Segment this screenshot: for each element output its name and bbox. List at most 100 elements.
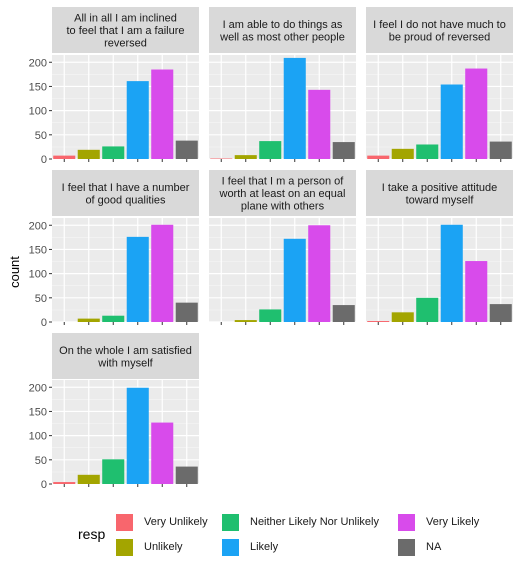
legend: resp Very Unlikely Unlikely Neither Likely… — [78, 508, 518, 560]
bar-likely — [126, 236, 149, 322]
facet-title: plane with others — [241, 201, 325, 213]
bar-na — [332, 142, 355, 159]
facet-title: reversed — [104, 38, 147, 50]
bar-likely — [126, 387, 149, 484]
y-tick-label: 50 — [35, 455, 47, 467]
facet-strip — [209, 7, 356, 53]
y-tick-label: 0 — [41, 479, 47, 491]
legend-item: NA — [398, 537, 441, 557]
facet-strip — [52, 7, 199, 53]
y-tick-label: 100 — [29, 431, 47, 443]
bar-na — [489, 141, 512, 159]
bar-very-likely — [465, 68, 488, 159]
bar-very-likely — [308, 225, 331, 322]
bar-neither-likely-nor-unlikely — [102, 146, 125, 159]
y-axis-title: count — [7, 256, 22, 288]
bar-likely — [126, 81, 149, 159]
facet-strip — [52, 170, 199, 216]
bar-unlikely — [234, 155, 257, 159]
y-tick-label: 200 — [29, 382, 47, 394]
bar-very-likely — [465, 261, 488, 322]
panel-background — [52, 55, 199, 159]
facet-title: All in all I am inclined — [74, 13, 177, 25]
legend-label: NA — [426, 541, 442, 553]
bar-unlikely — [77, 318, 100, 322]
panel-background — [209, 55, 356, 159]
legend-label: Neither Likely Nor Unlikely — [250, 516, 379, 528]
legend-title: resp — [78, 526, 106, 542]
panel-background — [366, 55, 513, 159]
facet-title: I feel that I have a number — [62, 182, 190, 194]
bar-neither-likely-nor-unlikely — [259, 309, 282, 322]
facet-strip — [366, 7, 513, 53]
y-tick-label: 150 — [29, 406, 47, 418]
panel-background — [52, 218, 199, 322]
bar-likely — [283, 57, 306, 159]
facet-title: I feel I do not have much to — [373, 19, 506, 31]
panel-background — [52, 380, 199, 484]
facet-strip — [366, 170, 513, 216]
facet-title: with myself — [97, 357, 153, 369]
facet-title: be proud of reversed — [389, 31, 491, 43]
bar-na — [489, 304, 512, 322]
y-tick-label: 200 — [29, 57, 47, 69]
bar-unlikely — [77, 149, 100, 159]
facet-strip — [52, 333, 199, 379]
legend-swatch — [398, 538, 415, 556]
facet-title: worth at least on an equal — [219, 188, 346, 200]
facet-title: to feel that I am a failure — [66, 25, 184, 37]
y-tick-label: 50 — [35, 130, 47, 142]
bar-very-likely — [151, 422, 174, 484]
y-tick-label: 100 — [29, 269, 47, 281]
facet-title: toward myself — [406, 194, 475, 206]
bar-very-likely — [308, 89, 331, 159]
y-tick-label: 100 — [29, 106, 47, 118]
facet-title: I am able to do things as — [223, 19, 343, 31]
bar-neither-likely-nor-unlikely — [102, 459, 125, 484]
y-tick-label: 50 — [35, 293, 47, 305]
bar-very-unlikely — [367, 321, 390, 322]
bar-na — [175, 302, 198, 322]
y-tick-label: 200 — [29, 220, 47, 232]
facet-strip — [209, 170, 356, 216]
legend-swatch — [116, 538, 133, 556]
bar-likely — [440, 84, 463, 159]
bar-unlikely — [77, 474, 100, 484]
y-tick-label: 0 — [41, 317, 47, 329]
facet-title: of good qualities — [85, 194, 166, 206]
legend-swatch — [398, 513, 415, 531]
facet-title: I feel that I m a person of — [222, 176, 345, 188]
facet-title: well as most other people — [219, 31, 345, 43]
bar-unlikely — [391, 312, 414, 322]
legend-swatch — [222, 538, 239, 556]
legend-item: Very Likely — [398, 512, 479, 532]
panel-background — [366, 218, 513, 322]
bar-na — [332, 305, 355, 322]
legend-item: Neither Likely Nor Unlikely — [222, 512, 379, 532]
legend-item: Very Unlikely — [116, 512, 208, 532]
bar-likely — [283, 238, 306, 322]
legend-label: Unlikely — [144, 541, 183, 553]
legend-item: Likely — [222, 537, 278, 557]
bar-neither-likely-nor-unlikely — [259, 141, 282, 159]
bar-very-likely — [151, 69, 174, 159]
bar-very-unlikely — [53, 155, 76, 159]
bar-very-unlikely — [53, 482, 76, 484]
legend-label: Likely — [250, 541, 279, 553]
bar-neither-likely-nor-unlikely — [416, 297, 439, 322]
y-tick-label: 150 — [29, 81, 47, 93]
bar-unlikely — [391, 148, 414, 159]
bar-very-likely — [151, 224, 174, 322]
legend-label: Very Unlikely — [144, 516, 208, 528]
facet-title: On the whole I am satisfied — [59, 345, 192, 357]
bar-na — [175, 466, 198, 484]
panel-background — [209, 218, 356, 322]
bar-neither-likely-nor-unlikely — [102, 315, 125, 322]
bar-likely — [440, 224, 463, 322]
